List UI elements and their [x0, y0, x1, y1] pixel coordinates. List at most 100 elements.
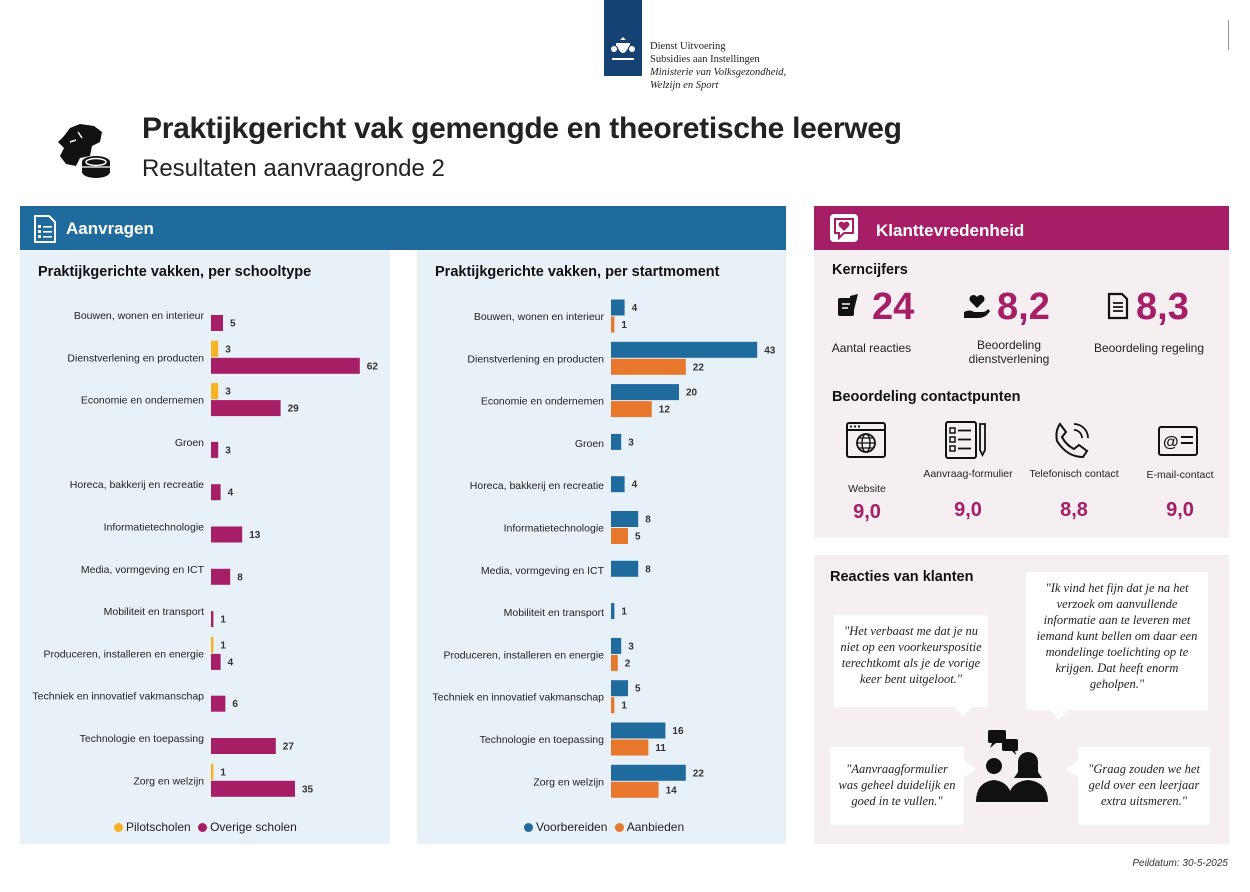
bar-overige-scholen	[211, 568, 231, 585]
legend-dot	[524, 823, 533, 832]
data-label: 3	[225, 387, 231, 398]
chart-schooltype-legend: Pilotscholen Overige scholen	[114, 820, 301, 834]
legend-dot	[614, 823, 624, 832]
data-label: 1	[220, 615, 226, 626]
bar-aanbieden	[611, 781, 659, 798]
category-label: Mobiliteit en transport	[504, 607, 604, 619]
contactpunt-score: 8,8	[1060, 499, 1088, 521]
data-label: 1	[621, 701, 627, 712]
category-label: Zorg en welzijn	[533, 776, 604, 788]
kerncijfer-label: Aantal reacties	[831, 341, 912, 355]
quote-bubble: "Ik vind het fijn dat je na het verzoek …	[1026, 572, 1208, 720]
legend-dot	[114, 823, 123, 832]
legend-label: Overige scholen	[210, 820, 297, 834]
data-label: 4	[632, 480, 638, 491]
data-label: 12	[659, 405, 671, 416]
category-label: Techniek en innovatief vakmanschap	[32, 691, 204, 703]
email-icon: @	[1158, 426, 1198, 456]
category-label: Horeca, bakkerij en recreatie	[470, 480, 604, 492]
data-label: 20	[686, 388, 698, 399]
data-label: 1	[220, 767, 226, 778]
website-icon	[846, 422, 886, 458]
data-label: 13	[249, 530, 261, 541]
klanttevredenheid-title: Klanttevredenheid	[876, 221, 1025, 240]
bar-voorbereiden	[611, 764, 686, 781]
legend-label: Aanbieden	[626, 820, 685, 834]
category-label: Media, vormgeving en ICT	[481, 565, 605, 577]
svg-text:@: @	[1163, 434, 1179, 451]
category-label: Groen	[575, 438, 604, 450]
form-icon	[945, 421, 986, 459]
data-label: 4	[632, 303, 638, 314]
bar-aanbieden	[611, 654, 618, 671]
bubble-tail	[1066, 761, 1078, 777]
data-label: 16	[672, 726, 684, 737]
category-label: Economie en ondernemen	[481, 396, 604, 408]
bar-overige-scholen	[211, 695, 226, 712]
contactpunt-label: Website	[848, 483, 886, 495]
contactpunt-score: 9,0	[1166, 499, 1194, 521]
bar-overige-scholen	[211, 484, 221, 501]
contactpunt-label: Aanvraag-formulier	[923, 468, 1013, 480]
category-label: Media, vormgeving en ICT	[81, 564, 205, 576]
data-label: 29	[288, 404, 300, 415]
bar-overige-scholen	[211, 653, 221, 670]
logo-line-4: Welzijn en Sport	[650, 80, 719, 91]
data-label: 8	[645, 515, 651, 526]
bar-overige-scholen	[211, 738, 276, 754]
peildatum: Peildatum: 30-5-2025	[1132, 858, 1228, 869]
chart-schooltype-panel: Praktijkgerichte vakken, per schooltype …	[20, 250, 390, 844]
category-label: Bouwen, wonen en interieur	[74, 310, 205, 322]
bar-voorbereiden	[611, 560, 639, 577]
category-label: Informatietechnologie	[504, 523, 605, 535]
legend-item-voorbereiden: Voorbereiden	[524, 820, 607, 834]
category-label: Horeca, bakkerij en recreatie	[70, 479, 204, 491]
logo-line-2: Subsidies aan Instellingen	[650, 54, 760, 65]
legend-item-overige-scholen: Overige scholen	[198, 820, 297, 834]
quote-text: "Graag zouden we het geld over een leerj…	[1088, 762, 1200, 808]
bar-aanbieden	[611, 316, 615, 333]
quote-text: "Het verbaast me dat je nu niet op een v…	[840, 624, 982, 686]
category-label: Bouwen, wonen en interieur	[474, 311, 605, 323]
data-label: 5	[230, 319, 236, 330]
logo-text: Dienst Uitvoering Subsidies aan Instelli…	[650, 40, 786, 92]
bar-aanbieden	[611, 697, 615, 714]
bar-voorbereiden	[611, 511, 639, 527]
kerncijfer-value: 24	[872, 286, 915, 328]
data-label: 43	[764, 345, 776, 356]
data-label: 5	[635, 532, 641, 543]
category-label: Produceren, installeren en energie	[443, 649, 604, 661]
category-label: Economie en ondernemen	[81, 395, 204, 407]
contactpunten-title: Beoordeling contactpunten	[832, 389, 1021, 405]
chart-startmoment-legend: Voorbereiden Aanbieden	[524, 820, 688, 834]
page-title: Praktijkgericht vak gemengde en theoreti…	[142, 112, 902, 145]
data-label: 1	[621, 320, 627, 331]
bar-voorbereiden	[611, 603, 615, 620]
bar-overige-scholen	[211, 526, 243, 543]
category-label: Produceren, installeren en energie	[43, 648, 204, 660]
data-label: 14	[666, 785, 678, 796]
bubble-tail	[954, 707, 972, 717]
bar-aanbieden	[611, 401, 652, 418]
bubble-tail	[1050, 710, 1068, 720]
bar-aanbieden	[611, 358, 686, 375]
survey-hand-icon	[838, 294, 858, 316]
contactpunt-label: E-mail-contact	[1146, 469, 1214, 481]
bar-pilotscholen	[211, 636, 214, 653]
bar-overige-scholen	[211, 357, 360, 374]
data-label: 22	[693, 768, 705, 779]
aanvragen-title: Aanvragen	[66, 219, 154, 238]
bar-overige-scholen	[211, 400, 281, 417]
logo-line-1: Dienst Uitvoering	[650, 41, 726, 52]
chart-startmoment: Bouwen, wonen en interieur41Dienstverlen…	[432, 299, 776, 798]
heart-hand-icon	[964, 294, 990, 318]
reacties-title: Reacties van klanten	[830, 569, 974, 585]
bar-voorbereiden	[611, 722, 666, 739]
category-label: Mobiliteit en transport	[104, 606, 204, 618]
data-label: 27	[283, 742, 295, 753]
category-label: Technologie en toepassing	[80, 733, 205, 745]
form-document-icon	[34, 215, 56, 243]
kerncijfer-label: Beoordeling regeling	[1093, 341, 1205, 355]
category-label: Dienstverlening en producten	[467, 353, 604, 365]
chart-schooltype-title: Praktijkgerichte vakken, per schooltype	[38, 264, 312, 280]
